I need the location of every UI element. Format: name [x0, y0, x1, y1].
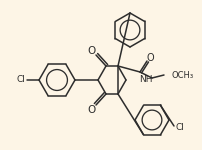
Text: O: O	[88, 46, 96, 56]
Text: OCH₃: OCH₃	[171, 70, 193, 80]
Text: O: O	[88, 105, 96, 115]
Text: O: O	[146, 53, 154, 63]
Text: Cl: Cl	[176, 123, 184, 132]
Text: Cl: Cl	[17, 75, 25, 84]
Text: NH: NH	[139, 75, 153, 84]
